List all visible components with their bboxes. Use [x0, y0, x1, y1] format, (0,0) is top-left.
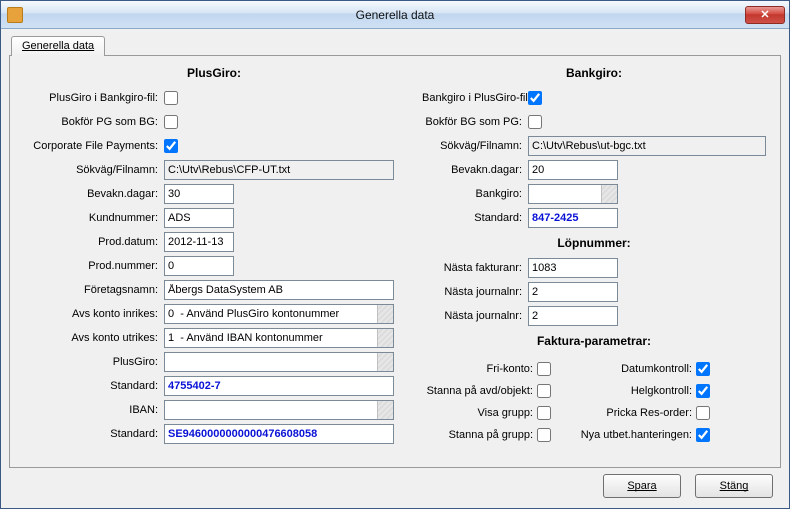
- input-plusgiro[interactable]: [164, 352, 394, 372]
- check-pg-in-bg-fil[interactable]: [164, 91, 178, 105]
- label-pg-bevakn-dagar: Bevakn.dagar:: [24, 188, 164, 200]
- close-button[interactable]: ✕: [745, 6, 785, 24]
- label-helgkontroll: Helgkontroll:: [551, 385, 696, 397]
- window: Generella data ✕ Generella data PlusGiro…: [0, 0, 790, 509]
- input-pg-standard2[interactable]: [164, 424, 394, 444]
- combo-button-utrikes[interactable]: [377, 329, 393, 347]
- label-bg-in-pg-fil: Bankgiro i PlusGiro-fil:: [422, 92, 528, 104]
- label-visa-grupp: Visa grupp:: [422, 407, 537, 419]
- label-bokfor-bg-som-pg: Bokför BG som PG:: [422, 116, 528, 128]
- input-foretagsnamn[interactable]: [164, 280, 394, 300]
- label-fri-konto: Fri-konto:: [422, 363, 537, 375]
- plusgiro-heading: PlusGiro:: [24, 66, 404, 80]
- input-bg-standard[interactable]: [528, 208, 618, 228]
- label-pg-in-bg-fil: PlusGiro i Bankgiro-fil:: [24, 92, 164, 104]
- input-prod-nummer[interactable]: [164, 256, 234, 276]
- input-bg-sokvag[interactable]: [528, 136, 766, 156]
- app-icon: [7, 7, 23, 23]
- label-nya-utbet-hanteringen: Nya utbet.hanteringen:: [551, 429, 696, 441]
- combo-button-bankgiro[interactable]: [601, 185, 617, 203]
- check-visa-grupp[interactable]: [537, 406, 551, 420]
- client-area: Generella data PlusGiro: PlusGiro i Bank…: [1, 29, 789, 508]
- window-title: Generella data: [1, 8, 789, 22]
- bankgiro-heading: Bankgiro:: [422, 66, 766, 80]
- label-pricka-res-order: Pricka Res-order:: [551, 407, 696, 419]
- input-pg-sokvag[interactable]: [164, 160, 394, 180]
- label-pg-standard2: Standard:: [24, 428, 164, 440]
- check-pricka-res-order[interactable]: [696, 406, 710, 420]
- label-bankgiro-field: Bankgiro:: [422, 188, 528, 200]
- combo-button-inrikes[interactable]: [377, 305, 393, 323]
- label-corporate-file-payments: Corporate File Payments:: [24, 140, 164, 152]
- tab-generella-data[interactable]: Generella data: [11, 36, 105, 56]
- check-corporate-file-payments[interactable]: [164, 139, 178, 153]
- label-datumkontroll: Datumkontroll:: [551, 363, 696, 375]
- lopnummer-heading: Löpnummer:: [422, 236, 766, 250]
- combo-iban[interactable]: [164, 400, 394, 420]
- input-kundnummer[interactable]: [164, 208, 234, 228]
- label-bg-standard: Standard:: [422, 212, 528, 224]
- combo-bankgiro[interactable]: [528, 184, 618, 204]
- label-nasta-journalnr2: Nästa journalnr:: [422, 310, 528, 322]
- label-prod-nummer: Prod.nummer:: [24, 260, 164, 272]
- label-plusgiro-field: PlusGiro:: [24, 356, 164, 368]
- check-datumkontroll[interactable]: [696, 362, 710, 376]
- check-stanna-avd-objekt[interactable]: [537, 384, 551, 398]
- combo-plusgiro[interactable]: [164, 352, 394, 372]
- combo-avs-konto-inrikes[interactable]: [164, 304, 394, 324]
- label-foretagsnamn: Företagsnamn:: [24, 284, 164, 296]
- input-nasta-journalnr2[interactable]: [528, 306, 618, 326]
- label-nasta-fakturanr: Nästa fakturanr:: [422, 262, 528, 274]
- label-avs-konto-utrikes: Avs konto utrikes:: [24, 332, 164, 344]
- tab-panel: PlusGiro: PlusGiro i Bankgiro-fil: Bokfö…: [9, 55, 781, 468]
- combo-avs-konto-utrikes[interactable]: [164, 328, 394, 348]
- check-bokfor-pg-som-bg[interactable]: [164, 115, 178, 129]
- input-pg-bevakn-dagar[interactable]: [164, 184, 234, 204]
- input-iban[interactable]: [164, 400, 394, 420]
- check-fri-konto[interactable]: [537, 362, 551, 376]
- input-nasta-journalnr1[interactable]: [528, 282, 618, 302]
- check-nya-utbet-hanteringen[interactable]: [696, 428, 710, 442]
- label-stanna-pa-grupp: Stanna på grupp:: [422, 429, 537, 441]
- input-bg-bevakn-dagar[interactable]: [528, 160, 618, 180]
- label-kundnummer: Kundnummer:: [24, 212, 164, 224]
- check-helgkontroll[interactable]: [696, 384, 710, 398]
- label-stanna-avd-objekt: Stanna på avd/objekt:: [422, 385, 537, 397]
- label-nasta-journalnr1: Nästa journalnr:: [422, 286, 528, 298]
- label-pg-standard: Standard:: [24, 380, 164, 392]
- label-prod-datum: Prod.datum:: [24, 236, 164, 248]
- faktura-params: Fri-konto: Datumkontroll: Stanna på avd/…: [422, 358, 766, 446]
- label-avs-konto-inrikes: Avs konto inrikes:: [24, 308, 164, 320]
- check-stanna-pa-grupp[interactable]: [537, 428, 551, 442]
- titlebar: Generella data ✕: [1, 1, 789, 29]
- combo-button-iban[interactable]: [377, 401, 393, 419]
- label-bokfor-pg-som-bg: Bokför PG som BG:: [24, 116, 164, 128]
- combo-button-plusgiro[interactable]: [377, 353, 393, 371]
- save-button[interactable]: Spara: [603, 474, 681, 498]
- label-iban: IBAN:: [24, 404, 164, 416]
- plusgiro-section: PlusGiro: PlusGiro i Bankgiro-fil: Bokfö…: [24, 64, 404, 459]
- check-bg-in-pg-fil[interactable]: [528, 91, 542, 105]
- input-avs-konto-utrikes[interactable]: [164, 328, 394, 348]
- footer: Spara Stäng: [9, 468, 781, 504]
- input-nasta-fakturanr[interactable]: [528, 258, 618, 278]
- check-bokfor-bg-som-pg[interactable]: [528, 115, 542, 129]
- tabstrip: Generella data: [9, 35, 781, 55]
- input-prod-datum[interactable]: [164, 232, 234, 252]
- close-dialog-button[interactable]: Stäng: [695, 474, 773, 498]
- input-pg-standard[interactable]: [164, 376, 394, 396]
- right-column: Bankgiro: Bankgiro i PlusGiro-fil: Bokfö…: [422, 64, 766, 459]
- label-bg-bevakn-dagar: Bevakn.dagar:: [422, 164, 528, 176]
- label-pg-sokvag: Sökväg/Filnamn:: [24, 164, 164, 176]
- input-avs-konto-inrikes[interactable]: [164, 304, 394, 324]
- faktura-params-heading: Faktura-parametrar:: [422, 334, 766, 348]
- label-bg-sokvag: Sökväg/Filnamn:: [422, 140, 528, 152]
